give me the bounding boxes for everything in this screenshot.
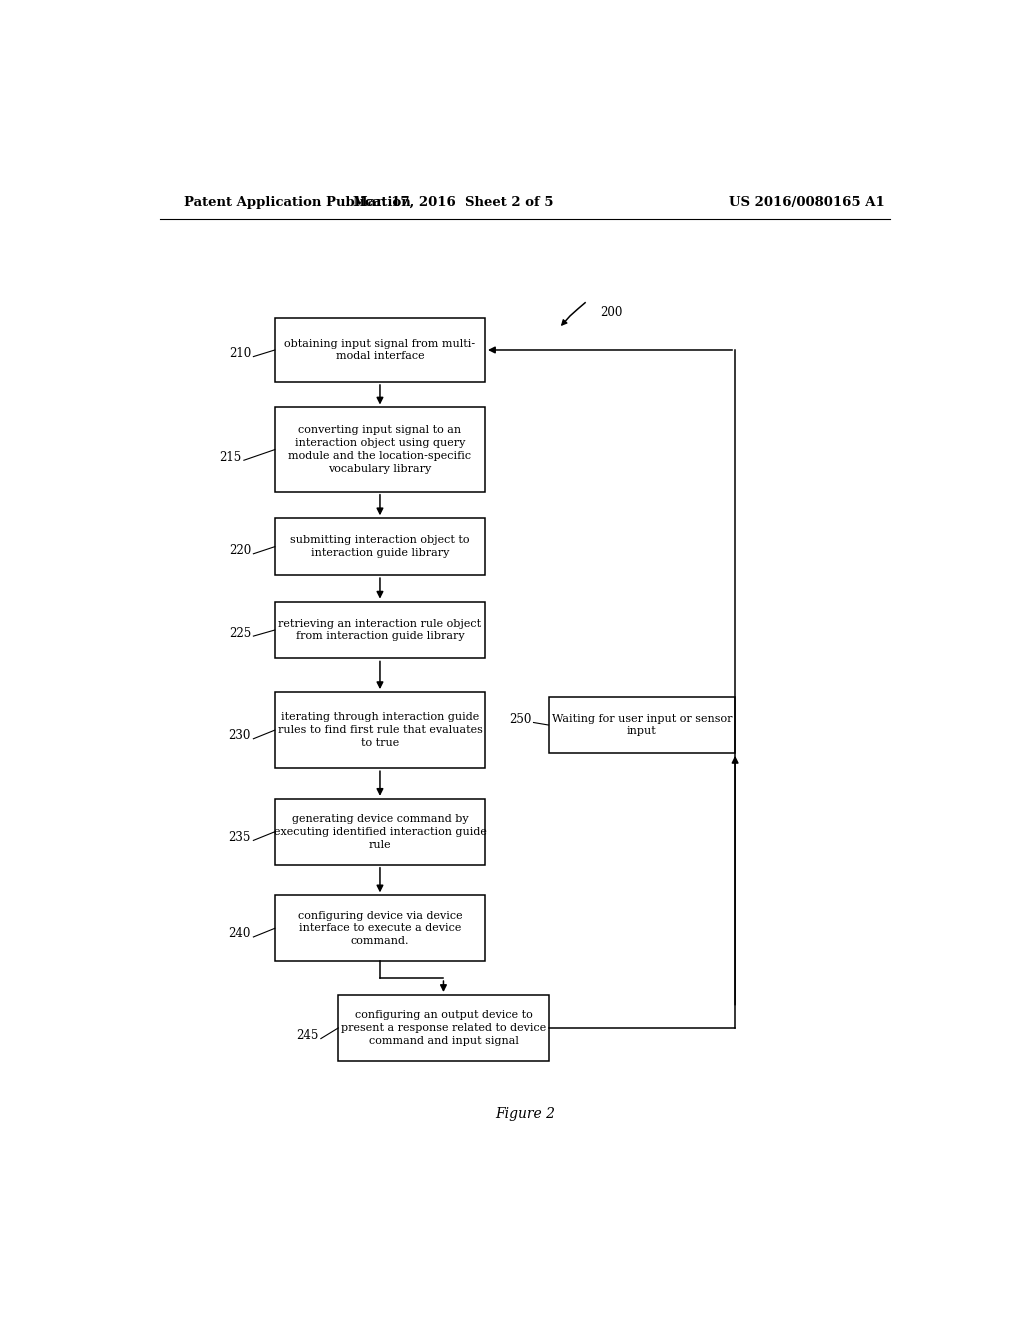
Text: US 2016/0080165 A1: US 2016/0080165 A1 [729,195,885,209]
Text: submitting interaction object to
interaction guide library: submitting interaction object to interac… [290,536,470,558]
Text: 245: 245 [296,1030,318,1041]
Text: configuring an output device to
present a response related to device
command and: configuring an output device to present … [341,1010,546,1045]
Bar [338,995,549,1061]
Text: 240: 240 [228,928,251,940]
Text: Figure 2: Figure 2 [495,1106,555,1121]
Text: generating device command by
executing identified interaction guide
rule: generating device command by executing i… [273,814,486,850]
Bar [274,692,485,768]
Text: 220: 220 [228,544,251,557]
Text: 210: 210 [228,347,251,360]
Bar [274,602,485,659]
Text: converting input signal to an
interaction object using query
module and the loca: converting input signal to an interactio… [289,425,471,474]
Text: 215: 215 [219,450,242,463]
Text: retrieving an interaction rule object
from interaction guide library: retrieving an interaction rule object fr… [279,619,481,642]
Bar [274,519,485,576]
Text: 225: 225 [228,627,251,640]
Text: 230: 230 [228,729,251,742]
Text: obtaining input signal from multi-
modal interface: obtaining input signal from multi- modal… [285,339,475,362]
Bar [274,408,485,492]
Text: configuring device via device
interface to execute a device
command.: configuring device via device interface … [298,911,462,946]
Bar [274,799,485,865]
Text: iterating through interaction guide
rules to find first rule that evaluates
to t: iterating through interaction guide rule… [278,713,482,748]
Text: Mar. 17, 2016  Sheet 2 of 5: Mar. 17, 2016 Sheet 2 of 5 [353,195,554,209]
Text: Waiting for user input or sensor
input: Waiting for user input or sensor input [552,714,732,737]
Text: Patent Application Publication: Patent Application Publication [183,195,411,209]
Bar [274,895,485,961]
Bar [549,697,735,752]
Text: 250: 250 [509,713,531,726]
Text: 235: 235 [228,830,251,843]
Bar [274,318,485,381]
Text: 200: 200 [600,306,623,319]
